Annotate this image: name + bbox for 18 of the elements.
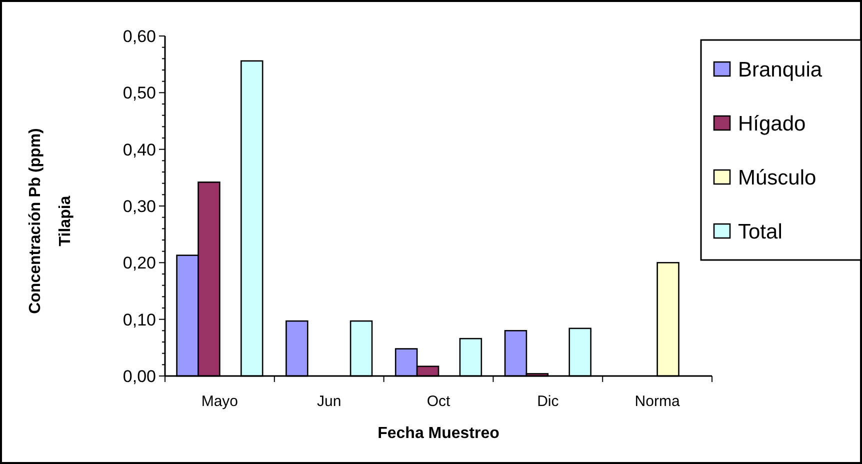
y-tick-label: 0,10 — [122, 310, 156, 330]
x-tick-label: Mayo — [201, 393, 238, 410]
y-axis-title: Concentración Pb (ppm) Tilapia — [27, 128, 74, 314]
y-tick-label: 0,40 — [122, 140, 156, 160]
x-axis-title: Fecha Muestreo — [378, 425, 500, 442]
y-tick-label: 0,20 — [122, 254, 156, 273]
y-tick-label: 0,60 — [122, 26, 156, 46]
y-tick-label: 0,30 — [122, 196, 156, 216]
y-tick-label: 0,50 — [122, 84, 156, 103]
legend-label: Hígado — [738, 112, 806, 136]
y-tick-label: 0,00 — [122, 366, 156, 386]
x-tick-label: Jun — [317, 393, 342, 410]
x-tick-label: Oct — [426, 393, 451, 410]
legend-label: Músculo — [738, 166, 816, 190]
x-tick-label: Norma — [634, 393, 680, 410]
legend-label: Branquia — [738, 58, 822, 82]
legend-label: Total — [738, 220, 782, 244]
x-tick-label: Dic — [537, 393, 560, 410]
